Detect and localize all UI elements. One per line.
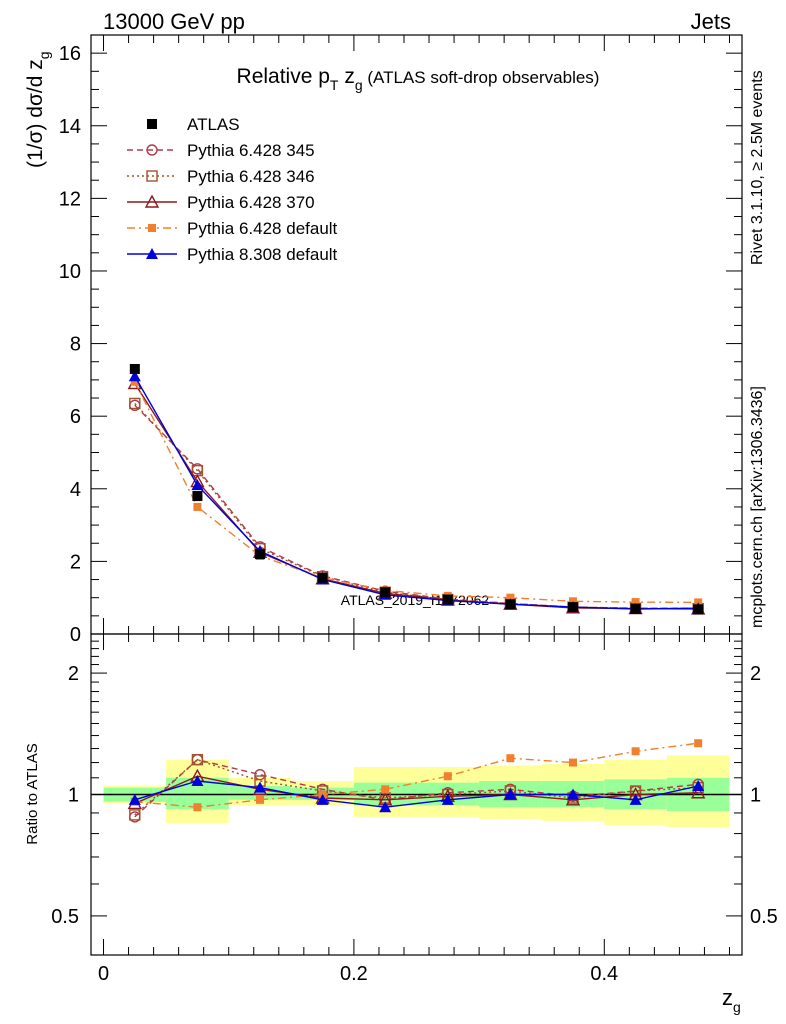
main-panel: 0 2 4 6 8 10 12 14 16 Relative pT zg (ATLAS soft-… <box>24 34 743 646</box>
data-point <box>505 599 516 610</box>
legend-marker <box>147 119 157 129</box>
y-tick-label: 14 <box>59 116 81 138</box>
legend-label: Pythia 6.428 default <box>187 219 338 238</box>
ratio-data-point <box>129 809 141 821</box>
ratio-data-point <box>506 754 515 763</box>
rivet-label: Rivet 3.1.10, ≥ 2.5M events <box>749 70 766 265</box>
ratio-data-point <box>193 803 202 812</box>
ratio-panel: 0.5 0.5 1 1 2 2 0 0.2 0.4 Ratio to ATLAS zg <box>24 633 778 1015</box>
data-point <box>567 602 578 613</box>
data-point <box>693 604 704 615</box>
y-tick-label: 12 <box>59 188 81 210</box>
series-pythia-6-428-370 <box>127 376 706 615</box>
y-tick-label: 6 <box>70 406 81 428</box>
data-point <box>631 598 640 607</box>
y-axis-label: (1/σ) dσ/d zg <box>24 51 52 168</box>
ratio-data-point <box>692 779 705 791</box>
ratio-data-point <box>191 775 204 787</box>
ratio-y-tick-label: 1 <box>68 785 79 807</box>
ratio-y-tick-label-right: 0.5 <box>750 906 778 928</box>
data-point <box>129 363 140 374</box>
data-point <box>193 502 202 511</box>
y-tick-label: 4 <box>70 479 81 501</box>
legend-marker <box>148 224 156 232</box>
ratio-series-line <box>134 758 699 816</box>
data-point <box>128 370 141 382</box>
legend-label: Pythia 6.428 370 <box>187 193 315 212</box>
legend-label: ATLAS <box>187 115 240 134</box>
data-point <box>506 593 515 602</box>
legend-marker <box>146 170 158 182</box>
data-point <box>317 572 328 583</box>
ratio-data-point <box>256 795 265 804</box>
uncertainty-band-inner <box>228 785 292 800</box>
ratio-data-point <box>504 788 517 800</box>
x-tick-label: 0.4 <box>590 963 618 985</box>
ratio-series-pythia-8-308-default <box>128 775 705 813</box>
ratio-data-point <box>566 788 579 800</box>
chart-title: Relative pT zg (ATLAS soft-drop observab… <box>237 65 600 93</box>
y-tick-label: 10 <box>59 261 81 283</box>
ratio-data-point <box>631 747 640 756</box>
ratio-y-axis-label: Ratio to ATLAS <box>24 743 41 844</box>
y-tick-label: 8 <box>70 334 81 356</box>
ratio-data-point <box>254 781 267 793</box>
header-right: Jets <box>691 9 731 34</box>
ratio-data-point <box>254 768 266 781</box>
x-tick-label: 0.2 <box>340 963 368 985</box>
x-tick-label: 0 <box>98 963 109 985</box>
data-point <box>191 479 204 491</box>
ratio-y-tick-label-right: 2 <box>750 663 761 685</box>
header-left: 13000 GeV pp <box>103 9 245 34</box>
data-point <box>192 491 203 502</box>
series-pythia-8-308-default <box>128 370 705 614</box>
y-tick-label: 2 <box>70 551 81 573</box>
y-tick-label: 0 <box>70 624 81 646</box>
ratio-data-point <box>191 753 204 766</box>
ratio-data-point <box>568 758 577 767</box>
ratio-series-line <box>134 742 699 808</box>
data-point <box>129 397 141 410</box>
ratio-data-point <box>694 739 703 748</box>
ratio-data-point <box>381 785 390 794</box>
ratio-data-point <box>128 793 141 805</box>
series-atlas <box>129 363 704 615</box>
data-point <box>130 377 139 386</box>
legend-label: Pythia 6.428 345 <box>187 141 315 160</box>
ratio-data-point <box>443 772 452 781</box>
series-pythia-6-428-345 <box>129 399 704 614</box>
data-point <box>630 603 641 614</box>
data-point <box>442 594 453 605</box>
x-axis-label: zg <box>722 985 741 1015</box>
legend-marker <box>146 144 158 156</box>
ratio-series-line <box>134 780 699 808</box>
legend-marker <box>146 248 158 259</box>
legend-label: Pythia 8.308 default <box>187 245 338 264</box>
y-tick-label: 16 <box>59 43 81 65</box>
data-point <box>380 587 391 598</box>
ratio-data-point <box>691 785 706 799</box>
ratio-y-tick-label: 2 <box>68 663 79 685</box>
ratio-data-point <box>316 793 329 805</box>
ratio-y-tick-label-right: 1 <box>750 785 761 807</box>
mcplots-label: mcplots.cern.ch [arXiv:1306.3436] <box>749 386 766 628</box>
series-line <box>134 381 699 604</box>
series-line <box>134 375 699 610</box>
ratio-data-point <box>379 801 392 813</box>
legend-marker <box>144 194 160 208</box>
legend-label: Pythia 6.428 346 <box>187 167 315 186</box>
legend: ATLAS Pythia 6.428 345 Pythia 6.428 346 Pyt… <box>127 115 338 264</box>
ratio-data-point <box>629 793 642 805</box>
data-point <box>255 549 266 560</box>
series-pythia-6-428-default <box>130 377 703 607</box>
series-pythia-6-428-346 <box>129 397 704 615</box>
ratio-data-point <box>441 793 454 805</box>
ratio-y-tick-label: 0.5 <box>51 906 79 928</box>
